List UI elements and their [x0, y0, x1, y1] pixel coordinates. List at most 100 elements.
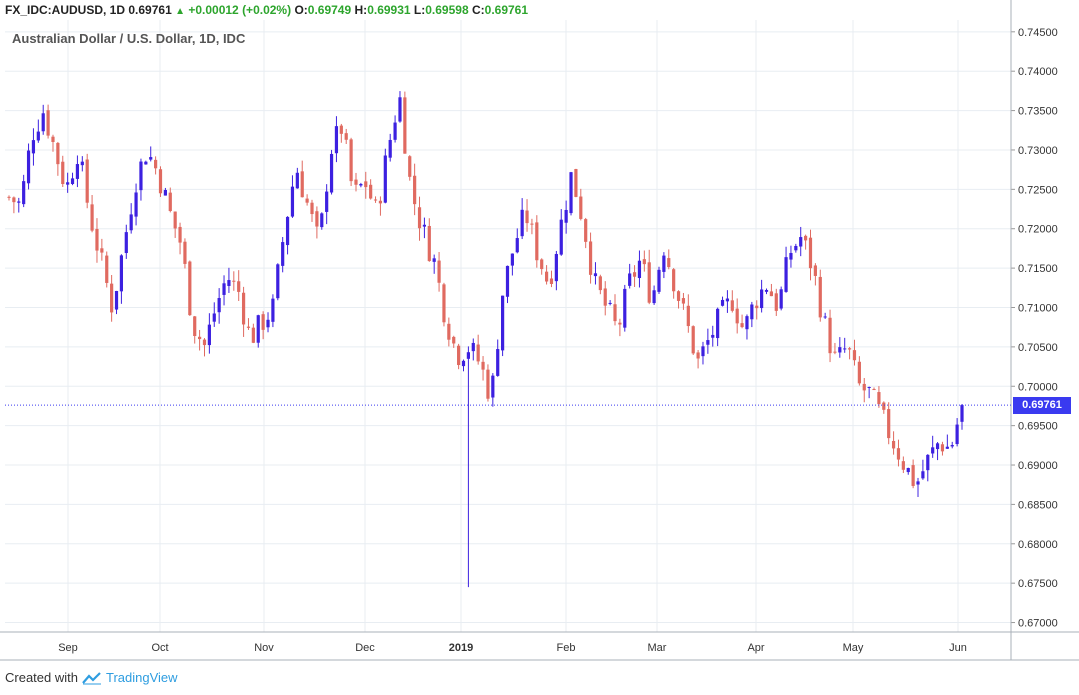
candle	[745, 314, 749, 340]
open-label: O:	[294, 3, 308, 17]
candle	[623, 284, 627, 332]
candle-body	[686, 305, 690, 327]
candle-body	[61, 161, 65, 185]
candle-body	[461, 360, 466, 367]
y-tick-label: 0.73000	[1018, 145, 1058, 157]
candle	[461, 359, 466, 372]
candle-body	[144, 161, 148, 165]
candle-body	[950, 444, 954, 447]
candle-body	[828, 317, 832, 354]
candle-body	[745, 316, 749, 330]
candle	[672, 268, 676, 299]
candle-body	[266, 319, 270, 328]
candle	[764, 288, 769, 295]
candle-body	[872, 389, 876, 391]
candle-body	[901, 461, 905, 470]
candle-body	[310, 202, 314, 215]
candle	[173, 211, 177, 238]
candle-body	[486, 369, 490, 399]
candle-body	[212, 313, 216, 322]
candle-body	[168, 192, 172, 212]
candle-body	[720, 299, 725, 306]
candle-body	[750, 304, 754, 320]
candle-body	[637, 260, 642, 279]
x-tick-label: Dec	[355, 642, 375, 654]
candle-body	[823, 316, 827, 318]
y-tick-label: 0.72500	[1018, 184, 1058, 196]
candle-body	[251, 327, 255, 343]
candle-body	[349, 139, 353, 182]
candle-body	[672, 269, 676, 292]
candle-body	[608, 302, 612, 304]
candle-body	[457, 345, 461, 366]
candles	[7, 91, 964, 588]
y-tick-label: 0.71000	[1018, 302, 1058, 314]
candle	[227, 267, 231, 293]
candle-body	[227, 280, 231, 286]
candle-body	[564, 209, 568, 223]
candle	[26, 143, 31, 190]
candle-body	[887, 409, 891, 439]
candle	[916, 477, 920, 497]
candle-body	[178, 226, 182, 243]
y-tick-label: 0.68500	[1018, 499, 1058, 511]
candle	[75, 155, 80, 188]
candle-body	[149, 157, 153, 160]
candle-body	[329, 153, 334, 193]
candle-body	[447, 323, 451, 340]
y-tick-label: 0.69500	[1018, 421, 1058, 433]
candle-body	[618, 322, 622, 325]
x-tick-label: Mar	[648, 642, 667, 654]
candle	[188, 260, 192, 316]
candle	[696, 349, 700, 369]
y-tick-label: 0.67500	[1018, 578, 1058, 590]
candle	[90, 194, 94, 233]
candle-body	[960, 405, 964, 422]
candle-body	[241, 292, 246, 325]
candle-body	[730, 300, 734, 311]
candle-body	[676, 291, 681, 301]
candle	[579, 188, 583, 221]
candle	[813, 263, 817, 286]
candle	[574, 168, 578, 198]
candle	[36, 119, 40, 143]
candle	[496, 339, 500, 377]
candle-body	[882, 402, 886, 410]
x-tick-label: Apr	[747, 642, 764, 654]
candle	[730, 290, 734, 313]
candle-body	[193, 316, 197, 337]
candle-body	[657, 269, 661, 292]
candle	[706, 328, 710, 354]
candle-body	[466, 352, 470, 359]
candle-body	[667, 258, 671, 268]
candle-body	[794, 245, 798, 251]
candle	[510, 253, 514, 276]
last-price-value: 0.69761	[128, 3, 172, 17]
candle	[554, 250, 558, 291]
tradingview-link[interactable]: TradingView	[105, 670, 178, 685]
candle	[593, 262, 598, 285]
candle	[41, 104, 45, 135]
candle	[608, 300, 612, 306]
candle-body	[549, 278, 554, 284]
candle-body	[789, 252, 793, 260]
candle	[603, 281, 607, 316]
candle	[559, 209, 563, 256]
candle	[12, 196, 16, 214]
y-tick-label: 0.74500	[1018, 27, 1058, 39]
candle-body	[378, 200, 383, 204]
candle-body	[183, 241, 187, 264]
candle-body	[398, 97, 402, 122]
x-tick-label: Feb	[557, 642, 576, 654]
candle-body	[26, 150, 31, 184]
candle	[80, 156, 84, 172]
candle	[725, 290, 730, 313]
candle-body	[442, 284, 446, 323]
candle-body	[716, 308, 720, 339]
candle-body	[559, 219, 563, 255]
candle-body	[90, 204, 94, 231]
candle	[222, 275, 226, 306]
candle	[520, 198, 524, 240]
candle	[276, 263, 280, 301]
